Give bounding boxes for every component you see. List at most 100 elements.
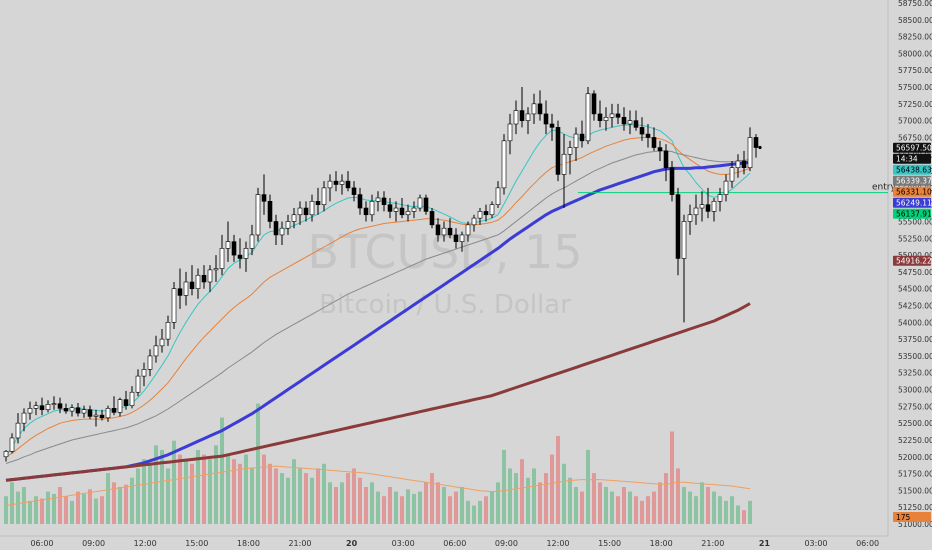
candle-body [753, 137, 759, 148]
price-tag-label: 54916.22 [896, 257, 932, 266]
volume-bar [496, 482, 500, 524]
candle-body [411, 207, 417, 212]
volume-bar [304, 473, 308, 524]
candle-body [207, 269, 213, 283]
x-tick-label: 06:00 [30, 539, 53, 548]
candle-body [297, 207, 303, 216]
volume-bar [100, 496, 104, 524]
price-tag-label: 56137.91 [896, 210, 932, 219]
x-tick-label: 21:00 [701, 539, 724, 548]
candle-body [729, 167, 735, 182]
volume-bar [298, 468, 302, 524]
volume-bar [418, 491, 422, 524]
y-tick-label: 58500.00 [898, 16, 932, 25]
volume-bar [658, 482, 662, 524]
volume-bar [322, 463, 326, 524]
volume-bar [532, 468, 536, 524]
volume-bar [412, 493, 416, 524]
volume-bar [502, 449, 506, 524]
volume-bar [202, 454, 206, 524]
candle-body [555, 127, 561, 175]
volume-bar [688, 491, 692, 524]
candle-body [123, 399, 129, 406]
volume-bar [178, 454, 182, 524]
price-tag-bg [893, 208, 931, 219]
volume-bar [556, 436, 560, 524]
candle-body [183, 281, 189, 296]
candle-body [549, 123, 555, 128]
x-tick-label: 09:00 [495, 539, 518, 548]
candle-body [177, 288, 183, 296]
y-tick-label: 58000.00 [898, 49, 932, 58]
volume-bar [460, 486, 464, 524]
candle-body [417, 197, 423, 209]
volume-bar [586, 449, 590, 524]
y-tick-label: 57750.00 [898, 66, 932, 75]
volume-bar [310, 477, 314, 524]
y-tick-label: 56750.00 [898, 133, 932, 142]
price-tag-label: 56249.11 [896, 199, 932, 208]
volume-bar [334, 486, 338, 524]
volume-bar [610, 491, 614, 524]
candle-body [405, 211, 411, 216]
candle-body [531, 103, 537, 115]
price-tag-bg [893, 197, 931, 208]
candle-body [147, 355, 153, 370]
volume-bar [544, 473, 548, 524]
candle-body [645, 133, 651, 138]
volume-bar [160, 449, 164, 524]
candle-body [651, 137, 657, 148]
volume-bar [316, 468, 320, 524]
price-tag-label: 14:34 [896, 155, 918, 164]
volume-bar [718, 496, 722, 524]
volume-bar [388, 486, 392, 524]
candle-body [255, 194, 261, 236]
candle-body [291, 214, 297, 222]
candle-body [51, 403, 57, 405]
y-tick-label: 58750.00 [898, 0, 932, 8]
candle-body [339, 180, 345, 185]
volume-bar [436, 482, 440, 524]
candle-body [459, 234, 465, 242]
y-tick-label: 58250.00 [898, 33, 932, 42]
volume-bar [448, 496, 452, 524]
candle-body [615, 113, 621, 118]
volume-bar [4, 496, 8, 524]
volume-bar [508, 468, 512, 524]
volume-bar [370, 482, 374, 524]
watermark-subtitle: Bitcoin / U.S. Dollar [319, 290, 571, 320]
volume-bar [268, 463, 272, 524]
x-tick-label: 09:00 [82, 539, 105, 548]
volume-bar [352, 468, 356, 524]
candle-body [159, 338, 165, 347]
candle-body [699, 204, 705, 209]
candle-body [93, 414, 99, 417]
volume-bar [22, 486, 26, 524]
candle-body [501, 140, 507, 189]
volume-bar [10, 482, 14, 524]
volume-bar [28, 500, 32, 524]
candle-body [477, 211, 483, 219]
x-tick-label: 06:00 [856, 539, 879, 548]
x-tick-label: 21:00 [288, 539, 311, 548]
volume-bar [700, 482, 704, 524]
candle-body [543, 113, 549, 125]
volume-bar [136, 468, 140, 524]
volume-bar [40, 498, 44, 524]
volume-bar [466, 500, 470, 524]
candle-body [393, 207, 399, 212]
volume-bar [106, 473, 110, 524]
candle-body [495, 187, 501, 205]
candle-body [453, 234, 459, 242]
volume-bar [166, 468, 170, 524]
candle-body [141, 369, 147, 377]
price-tag-bg [893, 142, 931, 153]
candle-body [441, 227, 447, 236]
candle-body [213, 268, 219, 271]
candle-body [723, 180, 729, 195]
candle-body [267, 201, 273, 222]
volume-bar [748, 500, 752, 524]
candle-body [249, 234, 255, 249]
